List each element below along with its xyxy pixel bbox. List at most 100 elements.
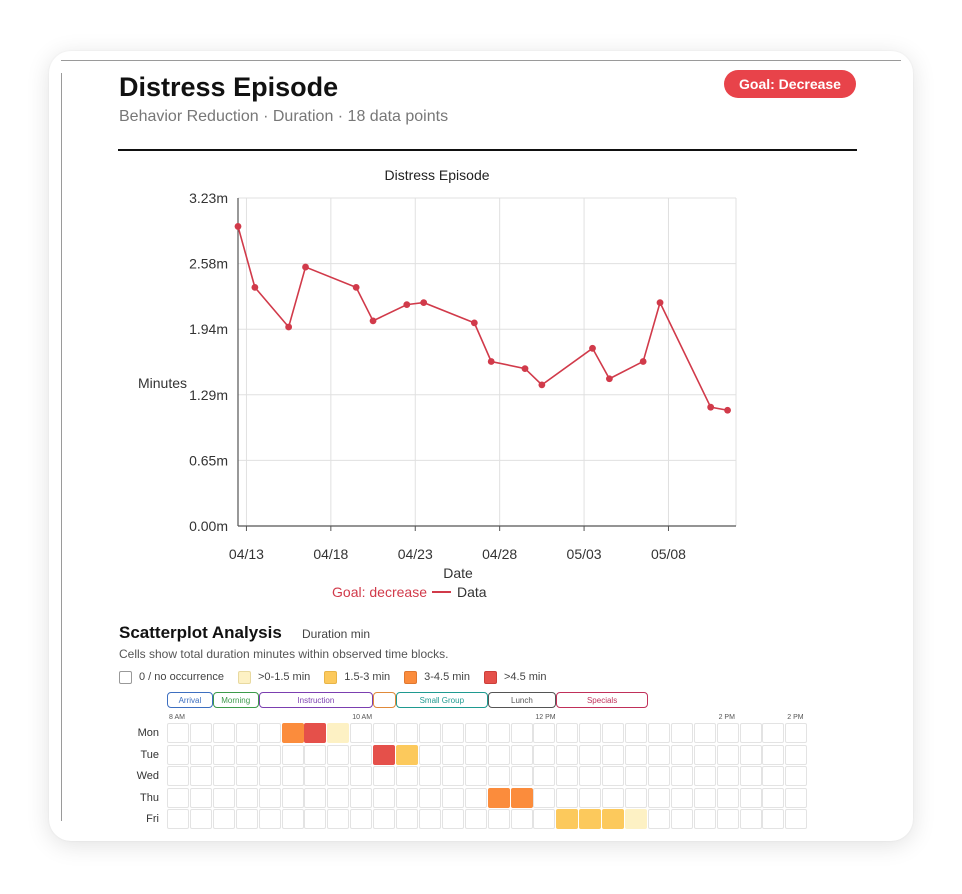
scatter-cell[interactable] (327, 766, 350, 787)
scatter-cell[interactable] (235, 766, 258, 787)
scatter-cell[interactable] (693, 744, 716, 765)
scatter-cell[interactable] (418, 809, 441, 830)
scatter-cell[interactable] (235, 744, 258, 765)
scatter-cell[interactable] (167, 744, 189, 765)
scatter-cell[interactable] (487, 809, 510, 830)
scatter-cell[interactable] (212, 766, 235, 787)
scatter-cell[interactable] (739, 744, 762, 765)
scatter-cell[interactable] (464, 744, 487, 765)
scatter-cell[interactable] (167, 809, 189, 830)
scatter-cell[interactable] (533, 744, 556, 765)
scatter-cell[interactable] (235, 809, 258, 830)
scatter-cell[interactable] (212, 744, 235, 765)
scatter-cell[interactable] (785, 744, 808, 765)
scatter-cell[interactable] (350, 787, 373, 808)
scatter-cell[interactable] (304, 766, 327, 787)
scatter-cell[interactable] (762, 744, 785, 765)
scatter-cell[interactable] (373, 723, 396, 743)
scatter-cell[interactable] (441, 787, 464, 808)
scatter-cell[interactable] (670, 744, 693, 765)
scatter-cell[interactable] (647, 787, 670, 808)
scatter-cell[interactable] (716, 744, 739, 765)
scatter-cell[interactable] (350, 723, 373, 743)
scatter-cell[interactable] (350, 744, 373, 765)
scatter-cell[interactable] (647, 809, 670, 830)
scatter-cell[interactable] (212, 723, 235, 743)
scatter-cell[interactable] (487, 766, 510, 787)
scatter-cell[interactable] (533, 723, 556, 743)
scatter-cell[interactable] (785, 723, 808, 743)
scatter-cell[interactable] (327, 787, 350, 808)
scatter-cell[interactable] (304, 723, 327, 743)
scatter-cell[interactable] (464, 809, 487, 830)
scatter-cell[interactable] (327, 744, 350, 765)
scatter-cell[interactable] (762, 787, 785, 808)
scatter-cell[interactable] (418, 723, 441, 743)
scatter-cell[interactable] (167, 766, 189, 787)
scatter-cell[interactable] (396, 766, 418, 787)
scatter-cell[interactable] (189, 809, 212, 830)
scatter-cell[interactable] (556, 766, 579, 787)
scatter-cell[interactable] (602, 766, 625, 787)
scatter-cell[interactable] (441, 809, 464, 830)
scatter-cell[interactable] (396, 723, 418, 743)
scatter-cell[interactable] (716, 766, 739, 787)
scatter-cell[interactable] (762, 723, 785, 743)
scatter-cell[interactable] (304, 809, 327, 830)
scatter-cell[interactable] (396, 787, 418, 808)
scatter-cell[interactable] (212, 809, 235, 830)
scatter-cell[interactable] (373, 766, 396, 787)
scatter-cell[interactable] (396, 809, 418, 830)
scatter-cell[interactable] (350, 809, 373, 830)
scatter-cell[interactable] (510, 766, 533, 787)
scatter-cell[interactable] (235, 723, 258, 743)
scatter-cell[interactable] (670, 787, 693, 808)
scatter-cell[interactable] (716, 723, 739, 743)
scatter-cell[interactable] (693, 787, 716, 808)
scatter-cell[interactable] (281, 723, 304, 743)
scatter-cell[interactable] (441, 744, 464, 765)
scatter-cell[interactable] (556, 723, 579, 743)
scatter-cell[interactable] (510, 723, 533, 743)
scatter-cell[interactable] (212, 787, 235, 808)
scatter-cell[interactable] (189, 766, 212, 787)
scatter-cell[interactable] (281, 766, 304, 787)
scatter-cell[interactable] (327, 723, 350, 743)
scatter-cell[interactable] (579, 787, 602, 808)
scatter-cell[interactable] (625, 766, 647, 787)
scatter-cell[interactable] (464, 723, 487, 743)
scatter-cell[interactable] (235, 787, 258, 808)
scatter-cell[interactable] (510, 787, 533, 808)
scatter-cell[interactable] (258, 766, 281, 787)
scatter-cell[interactable] (647, 766, 670, 787)
scatter-cell[interactable] (602, 787, 625, 808)
scatter-cell[interactable] (510, 809, 533, 830)
scatter-cell[interactable] (167, 723, 189, 743)
scatter-cell[interactable] (785, 766, 808, 787)
scatter-cell[interactable] (602, 809, 625, 830)
scatter-cell[interactable] (533, 766, 556, 787)
scatter-cell[interactable] (464, 766, 487, 787)
scatter-cell[interactable] (418, 744, 441, 765)
scatter-cell[interactable] (625, 787, 647, 808)
scatter-cell[interactable] (258, 787, 281, 808)
scatter-cell[interactable] (258, 723, 281, 743)
scatter-cell[interactable] (625, 723, 647, 743)
scatter-cell[interactable] (670, 723, 693, 743)
scatter-cell[interactable] (189, 744, 212, 765)
scatter-cell[interactable] (647, 723, 670, 743)
scatter-cell[interactable] (785, 787, 808, 808)
scatter-cell[interactable] (739, 723, 762, 743)
scatter-cell[interactable] (762, 766, 785, 787)
scatter-cell[interactable] (304, 744, 327, 765)
scatter-cell[interactable] (167, 787, 189, 808)
scatter-cell[interactable] (304, 787, 327, 808)
scatter-cell[interactable] (602, 744, 625, 765)
scatter-cell[interactable] (579, 744, 602, 765)
scatter-cell[interactable] (373, 809, 396, 830)
scatter-cell[interactable] (464, 787, 487, 808)
scatter-cell[interactable] (189, 787, 212, 808)
scatter-cell[interactable] (281, 787, 304, 808)
scatter-cell[interactable] (762, 809, 785, 830)
scatter-cell[interactable] (556, 809, 579, 830)
